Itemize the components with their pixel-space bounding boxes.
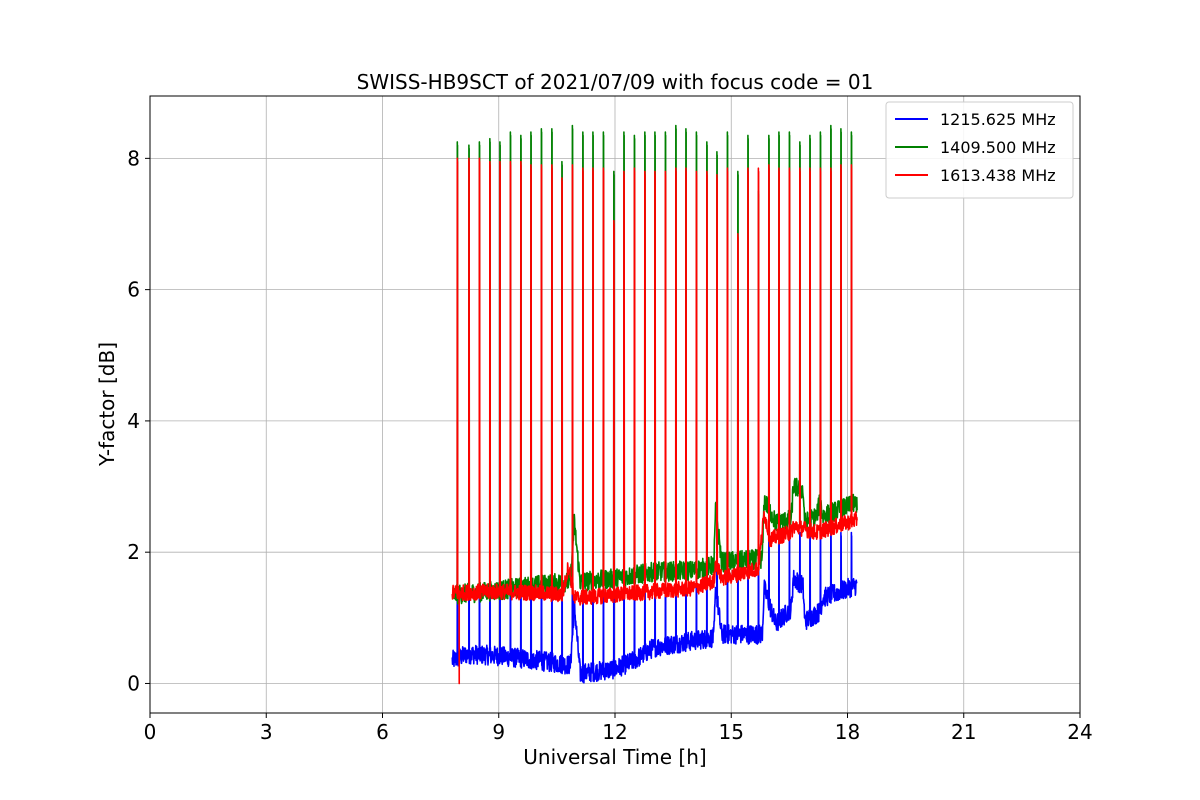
legend-label: 1409.500 MHz: [940, 138, 1056, 157]
x-axis: 0 3 6 9 12 15 18 21 24: [144, 713, 1093, 744]
y-axis-label: Y-factor [dB]: [95, 342, 119, 467]
x-tick-label: 9: [492, 720, 505, 744]
y-tick-label: 4: [127, 409, 140, 433]
y-tick-label: 2: [127, 540, 140, 564]
legend-box: [885, 101, 1074, 199]
y-tick-label: 6: [127, 278, 140, 302]
x-tick-label: 12: [602, 720, 627, 744]
x-tick-label: 21: [951, 720, 976, 744]
series-layer: [451, 124, 858, 685]
series-line: [451, 157, 858, 685]
x-tick-label: 18: [835, 720, 860, 744]
series-2: [451, 157, 858, 685]
y-tick-label: 8: [127, 146, 140, 170]
chart-title: SWISS-HB9SCT of 2021/07/09 with focus co…: [357, 70, 874, 94]
x-tick-label: 6: [376, 720, 389, 744]
legend-label: 1613.438 MHz: [940, 166, 1056, 185]
x-tick-label: 15: [719, 720, 744, 744]
x-tick-label: 0: [144, 720, 157, 744]
x-tick-label: 24: [1067, 720, 1092, 744]
y-tick-label: 0: [127, 671, 140, 695]
y-axis: 0 2 4 6 8: [127, 146, 150, 695]
legend: 1215.625 MHz 1409.500 MHz 1613.438 MHz: [885, 101, 1074, 199]
legend-label: 1215.625 MHz: [940, 110, 1056, 129]
x-tick-label: 3: [260, 720, 273, 744]
x-axis-label: Universal Time [h]: [523, 745, 706, 769]
